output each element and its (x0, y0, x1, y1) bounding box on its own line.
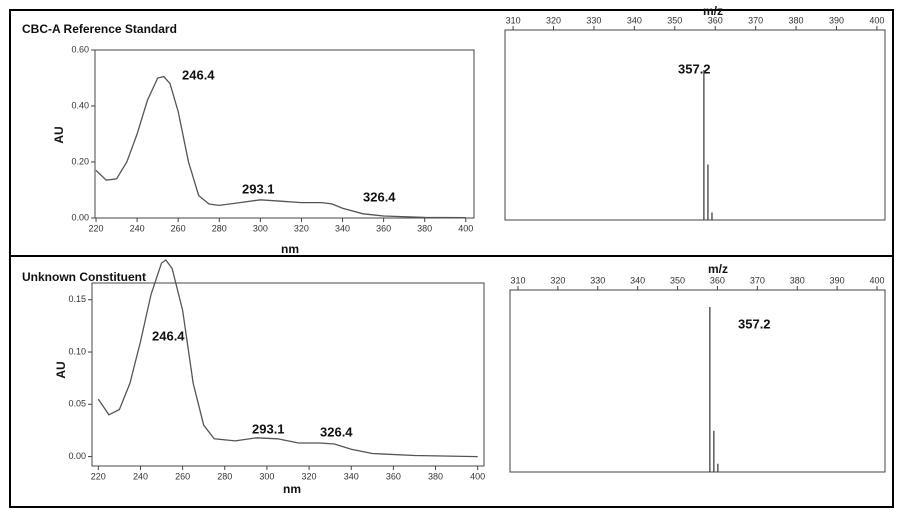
x-tick-label: 240 (133, 471, 148, 481)
x-tick-label: 360 (386, 471, 401, 481)
x-tick-label: 350 (670, 275, 685, 285)
plot-area (504, 29, 886, 221)
x-axis-label: nm (281, 242, 299, 256)
annotation: 293.1 (252, 421, 285, 436)
annotation: 326.4 (320, 424, 353, 439)
y-axis-label: AU (52, 126, 66, 143)
x-tick-label: 260 (175, 471, 190, 481)
frame (9, 9, 894, 508)
x-tick-label: 220 (89, 223, 104, 233)
y-tick-label: 0.10 (68, 346, 86, 356)
x-tick-label: 350 (667, 15, 682, 25)
plot-area (91, 282, 485, 467)
x-axis-label: nm (283, 482, 301, 496)
y-tick-label: 0.60 (71, 44, 89, 54)
x-tick-label: 360 (376, 223, 391, 233)
x-tick-label: 380 (417, 223, 432, 233)
x-tick-label: 320 (294, 223, 309, 233)
plot-area (94, 49, 475, 219)
x-tick-label: 370 (748, 15, 763, 25)
x-tick-label: 300 (253, 223, 268, 233)
chart-title: CBC-A Reference Standard (22, 22, 177, 36)
x-tick-label: 240 (130, 223, 145, 233)
x-tick-label: 370 (750, 275, 765, 285)
annotation: 246.4 (152, 328, 185, 343)
y-tick-label: 0.00 (68, 451, 86, 461)
x-tick-label: 330 (586, 15, 601, 25)
x-tick-label: 340 (335, 223, 350, 233)
x-tick-label: 320 (546, 15, 561, 25)
x-tick-label: 360 (710, 275, 725, 285)
y-tick-label: 0.15 (68, 294, 86, 304)
uv-curve (95, 75, 466, 219)
annotation: 246.4 (182, 67, 215, 82)
x-tick-label: 280 (217, 471, 232, 481)
x-tick-label: 340 (627, 15, 642, 25)
x-tick-label: 360 (708, 15, 723, 25)
x-tick-label: 310 (510, 275, 525, 285)
x-tick-label: 340 (344, 471, 359, 481)
y-tick-label: 0.00 (71, 212, 89, 222)
chart-title: Unknown Constituent (22, 270, 146, 284)
x-tick-label: 390 (829, 15, 844, 25)
x-tick-label: 400 (870, 275, 885, 285)
annotation: 357.2 (738, 316, 771, 331)
x-axis-label: m/z (703, 4, 723, 18)
y-axis-label: AU (54, 361, 68, 378)
x-tick-label: 280 (212, 223, 227, 233)
plot-area (509, 289, 886, 473)
x-tick-label: 320 (302, 471, 317, 481)
x-tick-label: 380 (428, 471, 443, 481)
x-tick-label: 390 (830, 275, 845, 285)
x-tick-label: 260 (171, 223, 186, 233)
y-tick-label: 0.40 (71, 100, 89, 110)
x-tick-label: 340 (630, 275, 645, 285)
annotation: 326.4 (363, 189, 396, 204)
x-tick-label: 310 (506, 15, 521, 25)
x-tick-label: 220 (91, 471, 106, 481)
x-tick-label: 380 (789, 15, 804, 25)
x-tick-label: 400 (869, 15, 884, 25)
y-tick-label: 0.05 (68, 399, 86, 409)
x-tick-label: 320 (550, 275, 565, 285)
x-tick-label: 400 (458, 223, 473, 233)
x-axis-label: m/z (708, 262, 728, 276)
y-tick-label: 0.20 (71, 156, 89, 166)
annotation: 357.2 (678, 61, 711, 76)
x-tick-label: 400 (470, 471, 485, 481)
uv-curve (97, 259, 478, 458)
x-tick-label: 330 (590, 275, 605, 285)
x-tick-label: 300 (259, 471, 274, 481)
annotation: 293.1 (242, 181, 275, 196)
x-tick-label: 380 (790, 275, 805, 285)
